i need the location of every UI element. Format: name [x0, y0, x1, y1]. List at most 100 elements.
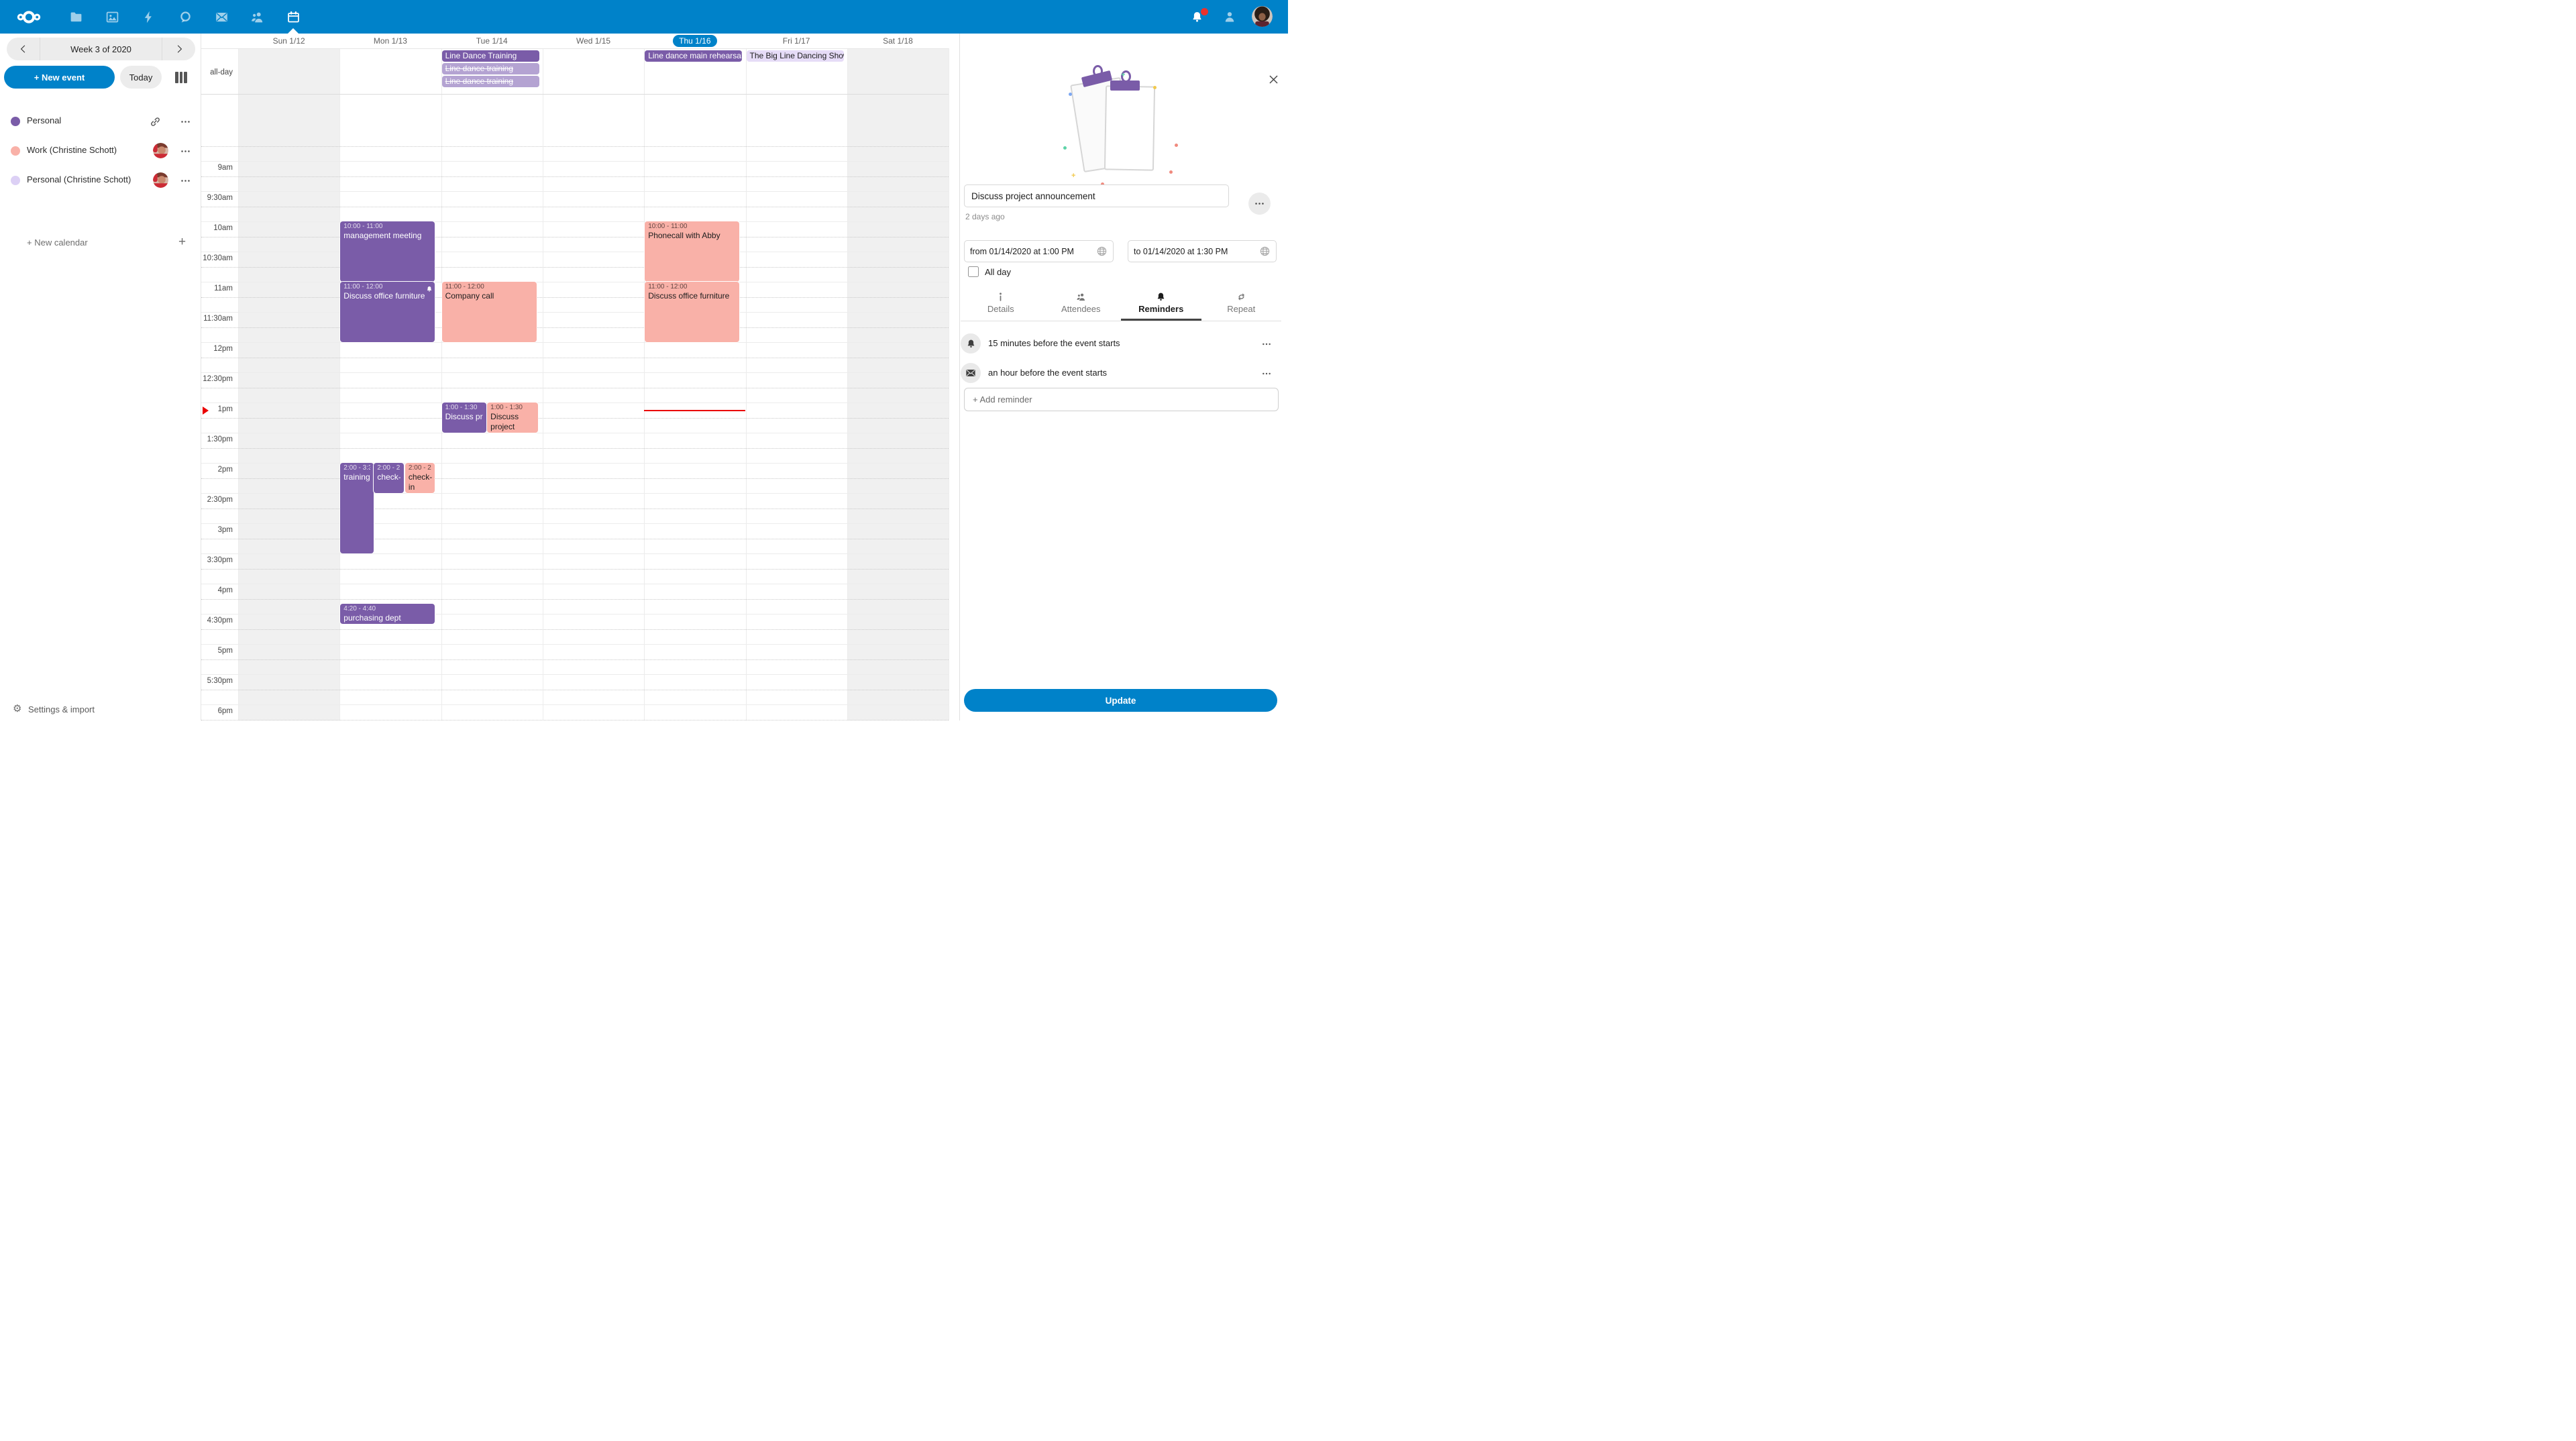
- day-header-thu[interactable]: Thu 1/16: [644, 34, 745, 48]
- new-event-button[interactable]: + New event: [4, 66, 115, 89]
- add-reminder-button[interactable]: + Add reminder: [964, 388, 1279, 411]
- allday-event[interactable]: The Big Line Dancing Show: [746, 50, 844, 62]
- calendar-event[interactable]: 2:00 - 2:30check-in: [405, 463, 435, 493]
- view-switcher-button[interactable]: [172, 70, 191, 85]
- calendar-event[interactable]: 4:20 - 4:40 purchasing dept: [340, 604, 435, 624]
- calendar-event[interactable]: 11:00 - 12:00 Company call: [441, 282, 537, 342]
- reminder-menu-icon[interactable]: [1260, 337, 1273, 351]
- view-bar-icon: [184, 71, 187, 83]
- grid-quarter-line: [201, 327, 949, 328]
- day-header-tue[interactable]: Tue 1/14: [476, 36, 508, 46]
- time-label: 2pm: [217, 466, 233, 474]
- event-time: 10:00 - 11:00: [648, 223, 688, 230]
- allday-event[interactable]: Line dance training: [441, 76, 539, 87]
- calendar-event[interactable]: 2:00 - 2:30check-in: [374, 463, 405, 493]
- grid-quarter-line: [201, 629, 949, 630]
- view-bar-icon: [175, 71, 178, 83]
- day-header-wed[interactable]: Wed 1/15: [576, 36, 611, 46]
- previous-week-button[interactable]: [7, 38, 40, 60]
- grid-hour-line: [201, 463, 949, 464]
- contacts-app-icon[interactable]: [240, 0, 274, 34]
- event-title: check-in: [408, 472, 433, 492]
- new-calendar-button[interactable]: + New calendar +: [0, 233, 201, 254]
- activity-app-icon[interactable]: [131, 0, 165, 34]
- day-header-sun[interactable]: Sun 1/12: [272, 36, 305, 46]
- event-end-input[interactable]: to 01/14/2020 at 1:30 PM: [1128, 240, 1277, 262]
- allday-event[interactable]: Line dance main rehearsal: [645, 50, 743, 62]
- tab-reminders[interactable]: Reminders: [1121, 287, 1201, 321]
- tab-details[interactable]: Details: [961, 287, 1041, 321]
- event-title-input[interactable]: [964, 184, 1229, 207]
- time-label: 11:30am: [203, 315, 233, 323]
- event-start-input[interactable]: from 01/14/2020 at 1:00 PM: [964, 240, 1114, 262]
- tab-attendees[interactable]: Attendees: [1041, 287, 1122, 321]
- week-label[interactable]: Week 3 of 2020: [70, 44, 131, 54]
- calendar-menu-icon[interactable]: [178, 115, 192, 128]
- calendar-list-item[interactable]: Personal: [0, 109, 201, 134]
- ellipsis-icon: [1255, 203, 1264, 205]
- allday-event[interactable]: Line Dance Training: [441, 50, 539, 62]
- all-day-checkbox[interactable]: All day: [968, 266, 1011, 277]
- day-header-fri[interactable]: Fri 1/17: [782, 36, 810, 46]
- talk-app-icon[interactable]: [168, 0, 202, 34]
- week-navigation: Week 3 of 2020: [7, 38, 195, 60]
- calendar-event[interactable]: 1:00 - 1:30 Discuss project: [487, 403, 538, 433]
- grid-quarter-line: [201, 417, 949, 419]
- event-editor-panel: +++ 2 days ago from 01/14/2020 at 1:00 P…: [959, 34, 1288, 720]
- day-header-mon[interactable]: Mon 1/13: [373, 36, 407, 46]
- calendar-event[interactable]: 11:00 - 12:00 Discuss office furniture: [645, 282, 740, 342]
- nextcloud-logo[interactable]: [9, 0, 48, 34]
- day-header-sat[interactable]: Sat 1/18: [883, 36, 913, 46]
- calendar-menu-icon[interactable]: [178, 174, 192, 187]
- tab-label: Reminders: [1138, 304, 1184, 314]
- confetti-dot: [1169, 170, 1173, 174]
- settings-import-button[interactable]: ⚙ Settings & import: [0, 699, 201, 720]
- event-time: 4:20 - 4:40: [343, 605, 376, 612]
- notification-badge: [1201, 8, 1208, 15]
- calendar-app-icon[interactable]: [276, 0, 310, 34]
- clipboard-ring: [1093, 65, 1103, 77]
- close-icon[interactable]: [1265, 72, 1281, 89]
- share-link-icon[interactable]: [148, 115, 162, 128]
- grid-quarter-line: [201, 598, 949, 600]
- calendar-event[interactable]: 10:00 - 11:00 Phonecall with Abby: [645, 221, 740, 282]
- reminder-mail-icon: [961, 363, 981, 383]
- calendar-color-dot: [11, 117, 20, 126]
- calendar-owner-avatar: [153, 172, 168, 188]
- notifications-bell-icon[interactable]: [1180, 0, 1214, 34]
- grid-quarter-line: [201, 659, 949, 660]
- calendar-event[interactable]: 11:00 - 12:00 Discuss office furniture: [340, 282, 435, 342]
- tab-repeat[interactable]: Repeat: [1201, 287, 1282, 321]
- allday-event[interactable]: Line dance training: [441, 63, 539, 74]
- settings-label: Settings & import: [28, 704, 95, 714]
- event-actions-menu-button[interactable]: [1248, 193, 1271, 215]
- update-button[interactable]: Update: [964, 689, 1277, 712]
- photos-app-icon[interactable]: [95, 0, 129, 34]
- time-label: 6pm: [217, 707, 233, 715]
- calendar-list-item[interactable]: Personal (Christine Schott): [0, 168, 201, 193]
- calendar-menu-icon[interactable]: [178, 144, 192, 158]
- calendar-list-item[interactable]: Work (Christine Schott): [0, 139, 201, 163]
- left-sidebar: Week 3 of 2020 + New event Today Persona…: [0, 34, 201, 720]
- grid-hour-line: [201, 523, 949, 524]
- timezone-globe-icon[interactable]: [1096, 246, 1108, 257]
- grid-hour-line: [201, 312, 949, 313]
- today-button[interactable]: Today: [120, 66, 162, 89]
- mail-app-icon[interactable]: [205, 0, 238, 34]
- timezone-globe-icon[interactable]: [1259, 246, 1271, 257]
- contacts-menu-icon[interactable]: [1213, 0, 1246, 34]
- calendar-name: Personal (Christine Schott): [27, 174, 131, 184]
- reminder-menu-icon[interactable]: [1260, 367, 1273, 380]
- column-border: [441, 48, 442, 720]
- grid-hour-line: [201, 644, 949, 645]
- calendar-event[interactable]: 2:00 - 3:30training: [340, 463, 374, 553]
- time-label: 1:30pm: [207, 435, 233, 443]
- user-avatar[interactable]: [1252, 6, 1273, 27]
- time-label: 10am: [213, 224, 233, 232]
- confetti-dot: [1175, 144, 1178, 147]
- next-week-button[interactable]: [162, 38, 195, 60]
- chevron-right-icon: [177, 45, 182, 53]
- files-app-icon[interactable]: [59, 0, 93, 34]
- calendar-event[interactable]: 10:00 - 11:00 management meeting: [340, 221, 435, 282]
